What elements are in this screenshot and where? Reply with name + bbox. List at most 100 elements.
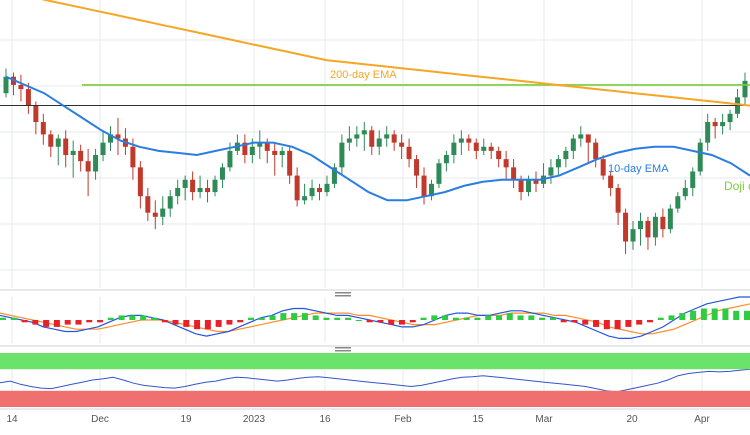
macd-histogram-bar xyxy=(10,317,17,320)
macd-histogram-bar xyxy=(700,308,707,320)
candle xyxy=(302,196,308,201)
candle xyxy=(242,142,248,155)
macd-histogram-bar xyxy=(571,320,578,323)
candle xyxy=(705,122,711,143)
x-tick-label: 16 xyxy=(319,414,331,425)
candle xyxy=(608,175,614,188)
macd-histogram-bar xyxy=(690,310,697,320)
macd-histogram-bar xyxy=(172,320,179,325)
macd-histogram-bar xyxy=(744,310,750,320)
ema200-line xyxy=(41,0,750,107)
macd-histogram-bar xyxy=(269,315,276,320)
candle xyxy=(152,212,158,217)
candle xyxy=(190,179,196,193)
macd-histogram-bar xyxy=(657,317,664,320)
macd-histogram-bar xyxy=(593,320,600,327)
macd-histogram-bar xyxy=(431,315,438,320)
macd-histogram-bar xyxy=(646,320,653,323)
candle xyxy=(682,187,688,197)
ema10-line xyxy=(5,75,750,202)
macd-histogram-bar xyxy=(226,320,233,325)
macd-line xyxy=(0,296,750,339)
candle xyxy=(660,216,666,230)
candle xyxy=(70,150,76,155)
candle xyxy=(100,142,106,155)
candle xyxy=(376,138,382,147)
candle xyxy=(436,163,442,184)
x-tick-label: 20 xyxy=(626,414,638,425)
macd-histogram-bar xyxy=(21,320,28,323)
resize-handle xyxy=(335,295,351,297)
macd-histogram-bar xyxy=(420,317,427,320)
candle xyxy=(219,167,225,180)
candle xyxy=(697,142,703,172)
macd-histogram-bar xyxy=(539,317,546,320)
candle xyxy=(317,187,323,193)
candle xyxy=(249,146,255,155)
doji-label: Doji c xyxy=(724,179,750,193)
macd-histogram-bar xyxy=(129,315,136,320)
candle xyxy=(63,138,69,155)
candle xyxy=(406,146,412,160)
macd-signal-line xyxy=(0,303,750,335)
macd-histogram-bar xyxy=(140,315,147,320)
candle xyxy=(227,150,233,168)
macd-histogram-bar xyxy=(549,317,556,320)
macd-histogram-bar xyxy=(97,320,104,323)
macd-histogram-bar xyxy=(32,320,39,325)
candle xyxy=(354,134,360,139)
macd-histogram-bar xyxy=(463,317,470,320)
macd-histogram-bar xyxy=(215,320,222,327)
resize-handle xyxy=(335,350,351,352)
macd-histogram-bar xyxy=(0,317,6,320)
candle xyxy=(615,187,621,213)
candle xyxy=(272,150,278,155)
candle xyxy=(585,134,591,143)
candle xyxy=(623,212,629,242)
candle xyxy=(279,150,285,155)
candle xyxy=(294,175,300,201)
candle xyxy=(175,187,181,197)
candle xyxy=(257,142,263,147)
candle xyxy=(115,134,121,139)
candle xyxy=(137,167,143,197)
candle xyxy=(167,196,173,209)
candle xyxy=(720,122,726,127)
macd-histogram-bar xyxy=(711,308,718,320)
candle xyxy=(503,159,509,168)
candle xyxy=(346,138,352,143)
candle xyxy=(369,130,375,147)
rsi-oversold-band xyxy=(0,390,750,407)
macd-histogram-bar xyxy=(312,315,319,320)
candle xyxy=(742,80,748,98)
resize-handle xyxy=(335,292,351,294)
x-tick-label: 14 xyxy=(6,414,18,425)
macd-histogram-bar xyxy=(603,320,610,330)
candle xyxy=(555,159,561,168)
candle xyxy=(466,138,472,143)
ema10-label: 10-day EMA xyxy=(608,163,669,175)
macd-histogram-bar xyxy=(334,317,341,320)
candle xyxy=(93,155,99,172)
candle xyxy=(533,179,539,184)
macd-histogram-bar xyxy=(258,317,265,320)
candle xyxy=(526,179,532,193)
x-tick-label: Apr xyxy=(694,414,710,425)
macd-histogram-bar xyxy=(398,320,405,325)
candle xyxy=(675,196,681,209)
x-tick-label: Mar xyxy=(535,414,553,425)
candle xyxy=(593,142,599,160)
macd-histogram-bar xyxy=(107,317,114,320)
candle xyxy=(40,122,46,135)
candle xyxy=(473,142,479,151)
macd-histogram-bar xyxy=(366,320,373,323)
macd-histogram-bar xyxy=(237,320,244,323)
macd-histogram-bar xyxy=(517,315,524,320)
candle xyxy=(108,134,114,143)
macd-histogram-bar xyxy=(452,317,459,320)
macd-histogram-bar xyxy=(636,320,643,325)
candle xyxy=(78,150,84,162)
macd-histogram-bar xyxy=(301,313,308,320)
